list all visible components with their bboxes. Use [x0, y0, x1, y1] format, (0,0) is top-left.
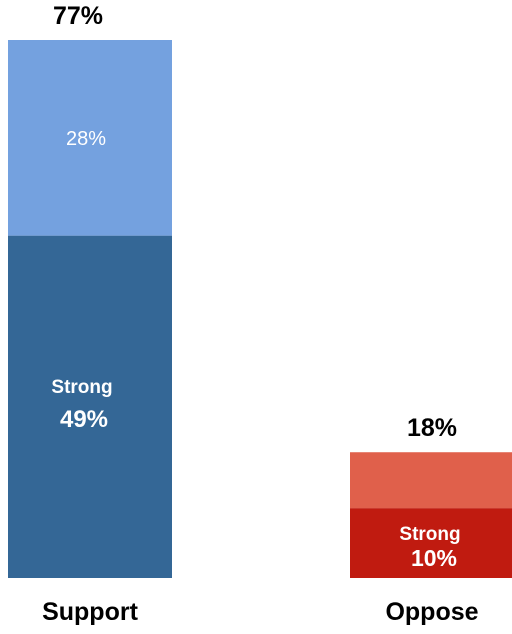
segment-value-label: 28% [66, 128, 106, 150]
category-label: Oppose [385, 598, 478, 626]
bar-segment-oppose-strong [350, 508, 512, 578]
category-label: Support [42, 598, 138, 626]
segment-value-label: 49% [60, 406, 108, 433]
bar-total-label: 18% [407, 414, 457, 442]
segment-value-label: 10% [411, 545, 457, 571]
bar-total-label: 77% [53, 2, 103, 30]
segment-series-label: Strong [51, 377, 112, 398]
segment-series-label: Strong [399, 524, 460, 545]
bar-segment-support-other [8, 40, 172, 236]
bar-segment-support-strong [8, 235, 172, 579]
bar-segment-oppose-other [350, 452, 512, 509]
